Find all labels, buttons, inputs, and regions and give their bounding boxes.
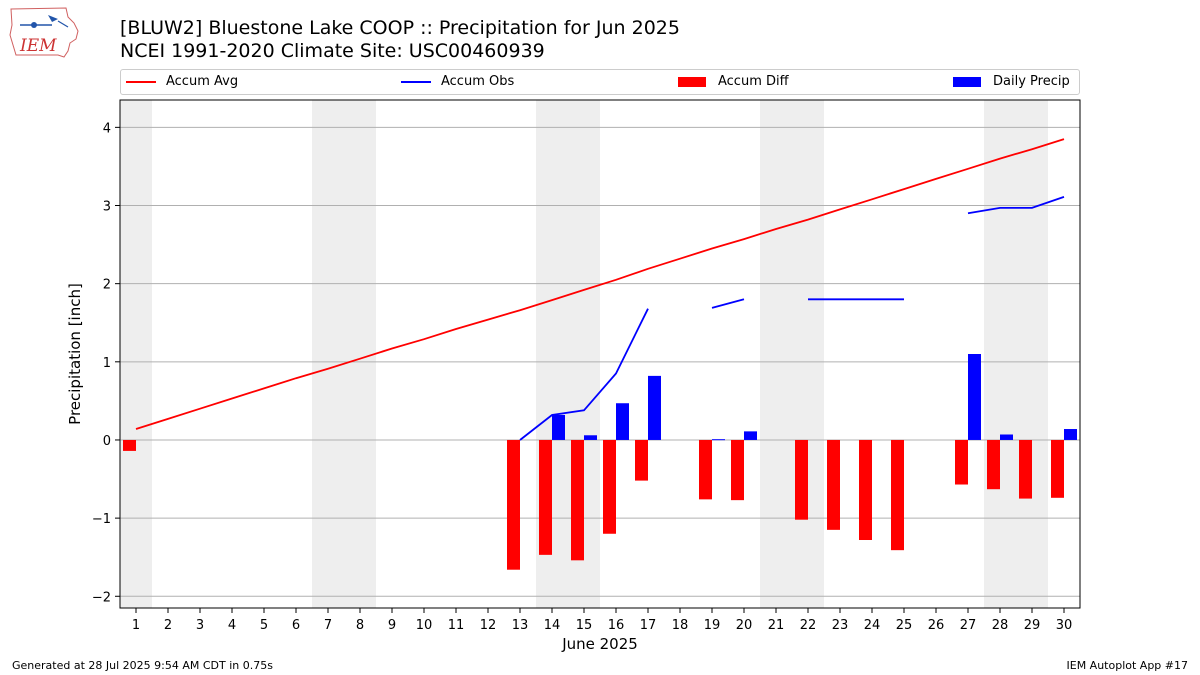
bar-accum-diff-day-16 [603, 439, 616, 534]
bar-daily-precip-day-27 [968, 354, 981, 440]
weekend-band-3 [760, 100, 824, 608]
x-tick-label-1: 1 [132, 618, 140, 633]
legend-label-accum-obs: Accum Obs [441, 74, 515, 89]
x-tick-label-11: 11 [448, 618, 465, 633]
x-tick-label-14: 14 [544, 618, 561, 633]
x-tick-label-17: 17 [640, 618, 657, 633]
y-tick-label-6: 4 [103, 121, 111, 136]
x-tick-label-4: 4 [228, 618, 236, 633]
x-tick-label-28: 28 [992, 618, 1009, 633]
x-tick-label-29: 29 [1024, 618, 1041, 633]
y-tick-label-4: 2 [103, 278, 111, 293]
y-axis-label: Precipitation [inch] [66, 283, 84, 425]
bar-accum-diff-day-14 [539, 439, 552, 555]
x-axis-label: June 2025 [561, 635, 638, 653]
bar-daily-precip-day-16 [616, 403, 629, 440]
bar-accum-diff-day-24 [859, 439, 872, 541]
legend-swatch-daily-precip [953, 77, 981, 87]
x-tick-label-3: 3 [196, 618, 204, 633]
bar-accum-diff-day-28 [987, 439, 1000, 490]
y-tick-label-0: −2 [92, 590, 111, 605]
x-tick-label-15: 15 [576, 618, 593, 633]
x-tick-label-16: 16 [608, 618, 625, 633]
legend-item-accum-avg: Accum Avg [126, 74, 306, 90]
legend-swatch-accum-diff [678, 77, 706, 87]
y-tick-label-5: 3 [103, 200, 111, 215]
legend-label-daily-precip: Daily Precip [993, 74, 1070, 89]
bar-accum-diff-day-19 [699, 439, 712, 500]
bar-daily-precip-day-30 [1064, 429, 1077, 440]
x-tick-label-23: 23 [832, 618, 849, 633]
bar-accum-diff-day-1 [123, 439, 136, 451]
plot-frame [119, 99, 1081, 609]
bar-accum-diff-day-22 [795, 439, 808, 520]
x-tick-label-6: 6 [292, 618, 300, 633]
x-tick-label-7: 7 [324, 618, 332, 633]
bar-accum-diff-day-13 [507, 439, 520, 570]
x-tick-label-22: 22 [800, 618, 817, 633]
x-tick-label-12: 12 [480, 618, 497, 633]
x-tick-label-24: 24 [864, 618, 881, 633]
chart-subtitle: NCEI 1991-2020 Climate Site: USC00460939 [120, 40, 545, 62]
legend-item-daily-precip: Daily Precip [953, 74, 1078, 90]
y-tick-label-3: 1 [103, 356, 111, 371]
weekend-band-4 [984, 100, 1048, 608]
bar-daily-precip-day-14 [552, 414, 565, 440]
legend-label-accum-avg: Accum Avg [166, 74, 239, 89]
legend-item-accum-diff: Accum Diff [678, 74, 858, 90]
x-tick-label-26: 26 [928, 618, 945, 633]
weekend-band-1 [312, 100, 376, 608]
y-tick-label-1: −1 [92, 512, 111, 527]
bar-accum-diff-day-29 [1019, 439, 1032, 499]
legend-swatch-accum-avg [126, 81, 156, 83]
bar-accum-diff-day-17 [635, 439, 648, 481]
x-tick-label-13: 13 [512, 618, 529, 633]
x-tick-label-30: 30 [1056, 618, 1073, 633]
chart-legend: Accum Avg Accum Obs Accum Diff Daily Pre… [120, 69, 1080, 95]
x-tick-label-20: 20 [736, 618, 753, 633]
bar-accum-diff-day-15 [571, 439, 584, 561]
x-tick-label-10: 10 [416, 618, 433, 633]
bar-daily-precip-day-20 [744, 431, 757, 440]
footer-generated-text: Generated at 28 Jul 2025 9:54 AM CDT in … [12, 659, 273, 672]
bar-accum-diff-day-20 [731, 439, 744, 501]
iem-logo: IEM [8, 5, 82, 63]
x-tick-label-9: 9 [388, 618, 396, 633]
x-tick-label-21: 21 [768, 618, 785, 633]
x-tick-label-2: 2 [164, 618, 172, 633]
bar-daily-precip-day-28 [1000, 434, 1013, 440]
x-tick-label-8: 8 [356, 618, 364, 633]
legend-label-accum-diff: Accum Diff [718, 74, 789, 89]
bar-accum-diff-day-30 [1051, 439, 1064, 498]
weekend-band-0 [120, 100, 152, 608]
x-tick-label-27: 27 [960, 618, 977, 633]
bar-daily-precip-day-17 [648, 375, 661, 440]
footer-app-text: IEM Autoplot App #17 [1066, 659, 1189, 672]
x-tick-label-18: 18 [672, 618, 689, 633]
bar-accum-diff-day-23 [827, 439, 840, 530]
bar-daily-precip-day-19 [712, 439, 725, 441]
line-accum-avg [135, 138, 1065, 430]
legend-swatch-accum-obs [401, 81, 431, 83]
y-tick-label-2: 0 [103, 434, 111, 449]
bar-accum-diff-day-27 [955, 439, 968, 485]
chart-title: [BLUW2] Bluestone Lake COOP :: Precipita… [120, 17, 680, 39]
line-accum-obs [519, 196, 1065, 441]
bar-accum-diff-day-25 [891, 439, 904, 551]
x-tick-label-25: 25 [896, 618, 913, 633]
x-tick-label-5: 5 [260, 618, 268, 633]
bar-daily-precip-day-15 [584, 435, 597, 440]
x-tick-label-19: 19 [704, 618, 721, 633]
legend-item-accum-obs: Accum Obs [401, 74, 581, 90]
logo-text: IEM [19, 36, 57, 56]
